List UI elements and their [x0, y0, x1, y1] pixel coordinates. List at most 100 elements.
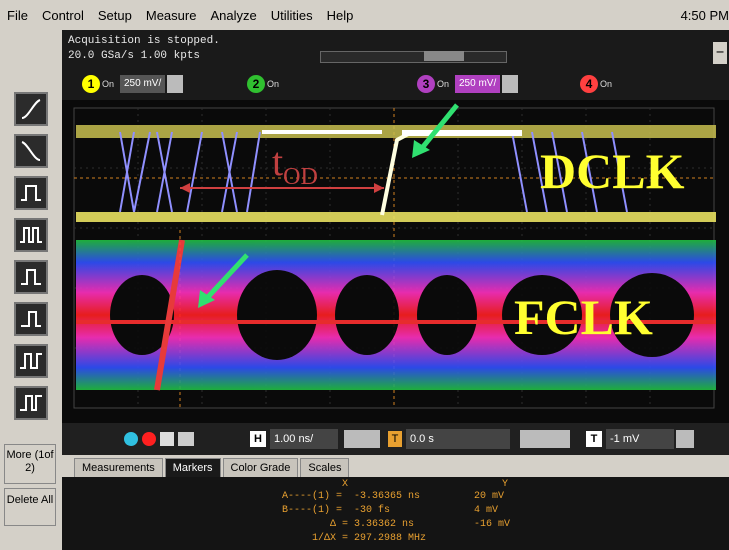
fclk-waveform	[76, 239, 716, 391]
marker-row: A----(1) = -3.36365 ns 20 mV	[282, 491, 504, 502]
marker-x: -3.36365 ns	[354, 491, 421, 502]
tab-measurements[interactable]: Measurements	[74, 458, 163, 477]
double-pulse-icon	[20, 227, 42, 243]
trigger-level-field[interactable]: -1 mV	[606, 429, 674, 449]
channel-2-on[interactable]: On	[267, 78, 280, 89]
waveform-overview[interactable]	[320, 51, 507, 63]
more-button[interactable]: More (1of 2)	[4, 444, 56, 484]
tod-label-sub: OD	[283, 164, 318, 190]
menu-help[interactable]: Help	[326, 7, 354, 23]
print-icon[interactable]	[178, 432, 194, 446]
pulse-tool-button[interactable]	[14, 176, 48, 210]
marker-label: 1/ΔX =	[311, 533, 348, 544]
marker-row: Δ = 3.36362 ns -16 mV	[282, 519, 510, 530]
waveform-canvas	[73, 103, 716, 409]
marker-x: 297.2988 MHz	[354, 533, 427, 544]
pulse-icon	[21, 185, 41, 201]
waveform-display[interactable]: tOD DCLK FCLK	[62, 100, 729, 423]
falling-edge-icon	[21, 141, 41, 161]
dclk-waveform	[76, 125, 716, 222]
period-icon	[20, 353, 42, 369]
marker-row: 1/ΔX = 297.2988 MHz	[282, 533, 474, 544]
delete-all-label: Delete All	[6, 494, 54, 506]
channel-1-on[interactable]: On	[102, 78, 115, 89]
channel-3-scale[interactable]: 250 mV/	[455, 75, 501, 93]
channel-4[interactable]: 4 On	[580, 75, 616, 93]
duty-icon	[20, 395, 42, 411]
trigger-level-icon: T	[586, 431, 602, 447]
more-label: More (1of 2)	[6, 449, 54, 474]
marker-label: Δ =	[329, 519, 348, 530]
menu-utilities[interactable]: Utilities	[270, 7, 313, 23]
menu-file[interactable]: File	[7, 7, 28, 23]
marker-label: A----(1) =	[282, 491, 343, 502]
tab-markers[interactable]: Markers	[164, 458, 221, 477]
rising-edge-tool-button[interactable]	[14, 92, 48, 126]
tab-color-grade[interactable]: Color Grade	[222, 458, 299, 477]
clock: 4:50 PM	[680, 8, 729, 23]
menu-measure[interactable]: Measure	[145, 7, 197, 23]
falling-edge-tool-button[interactable]	[14, 134, 48, 168]
tab-scales[interactable]: Scales	[300, 458, 350, 477]
marker-y: -16 mV	[474, 519, 511, 530]
channel-bar: 1 On 250 mV/ 2 On 3 On 250 mV/ 4 On	[62, 70, 729, 100]
dclk-green-arrow	[420, 103, 459, 150]
menu-analyze[interactable]: Analyze	[210, 7, 257, 23]
menu-bar: File Control Setup Measure Analyze Utili…	[0, 0, 729, 30]
period-tool-button[interactable]	[14, 344, 48, 378]
markers-header-y: Y	[502, 479, 509, 490]
tod-arrow-right-head	[374, 183, 384, 193]
marker-x: -30 fs	[354, 505, 391, 516]
acquisition-status: Acquisition is stopped. 20.0 GSa/s 1.00 …	[62, 30, 729, 70]
single-button[interactable]	[160, 432, 174, 446]
timebase-field[interactable]: 1.00 ns/	[270, 429, 338, 449]
fclk-green-arrow	[205, 253, 249, 300]
rising-edge-icon	[21, 99, 41, 119]
step-icon	[21, 311, 41, 327]
fclk-label: FCLK	[514, 289, 653, 345]
acquisition-state: Acquisition is stopped.	[68, 35, 220, 47]
trigger-level-stepper[interactable]	[676, 430, 694, 448]
channel-1[interactable]: 1 On 250 mV/	[82, 75, 184, 93]
marker-x: 3.36362 ns	[354, 519, 415, 530]
channel-4-on[interactable]: On	[600, 78, 613, 89]
channel-2[interactable]: 2 On	[247, 75, 283, 93]
trigger-icon: T	[388, 431, 402, 447]
channel-1-scale[interactable]: 250 mV/	[120, 75, 166, 93]
channel-3-on[interactable]: On	[437, 78, 450, 89]
channel-3-adjust[interactable]	[502, 75, 519, 93]
dclk-green-arrow-head	[412, 140, 430, 158]
channel-2-number[interactable]: 2	[247, 75, 265, 93]
double-pulse-tool-button[interactable]	[14, 218, 48, 252]
delay-stepper[interactable]	[520, 430, 570, 448]
channel-3[interactable]: 3 On 250 mV/	[417, 75, 519, 93]
slope-selector[interactable]	[344, 430, 380, 448]
timebase-icon: H	[250, 431, 266, 447]
menu-setup[interactable]: Setup	[97, 7, 132, 23]
duty-tool-button[interactable]	[14, 386, 48, 420]
step-tool-button[interactable]	[14, 302, 48, 336]
positive-pulse-tool-button[interactable]	[14, 260, 48, 294]
markers-panel: X Y A----(1) = -3.36365 ns 20 mV B----(1…	[62, 477, 729, 550]
tab-bar: Measurements Markers Color Grade Scales	[62, 455, 729, 477]
waveform-overview-window[interactable]	[424, 51, 464, 61]
menu-control[interactable]: Control	[41, 7, 84, 23]
run-button[interactable]	[124, 432, 138, 446]
sample-rate: 20.0 GSa/s 1.00 kpts	[68, 50, 201, 62]
left-toolbar: More (1of 2) Delete All	[0, 30, 62, 550]
control-bar: H 1.00 ns/ T 0.0 s T -1 mV	[62, 423, 729, 455]
marker-y: 4 mV	[474, 505, 499, 516]
channel-3-number[interactable]: 3	[417, 75, 435, 93]
channel-1-number[interactable]: 1	[82, 75, 100, 93]
marker-label: B----(1) =	[282, 505, 343, 516]
positive-pulse-icon	[21, 269, 41, 285]
channel-4-number[interactable]: 4	[580, 75, 598, 93]
tod-arrow-left-head	[180, 183, 190, 193]
delete-all-button[interactable]: Delete All	[4, 488, 56, 526]
minimize-button[interactable]: –	[713, 42, 727, 64]
channel-1-adjust[interactable]	[167, 75, 184, 93]
dclk-label: DCLK	[540, 143, 685, 199]
tod-label: tOD	[272, 138, 318, 191]
stop-button[interactable]	[142, 432, 156, 446]
delay-field[interactable]: 0.0 s	[406, 429, 510, 449]
